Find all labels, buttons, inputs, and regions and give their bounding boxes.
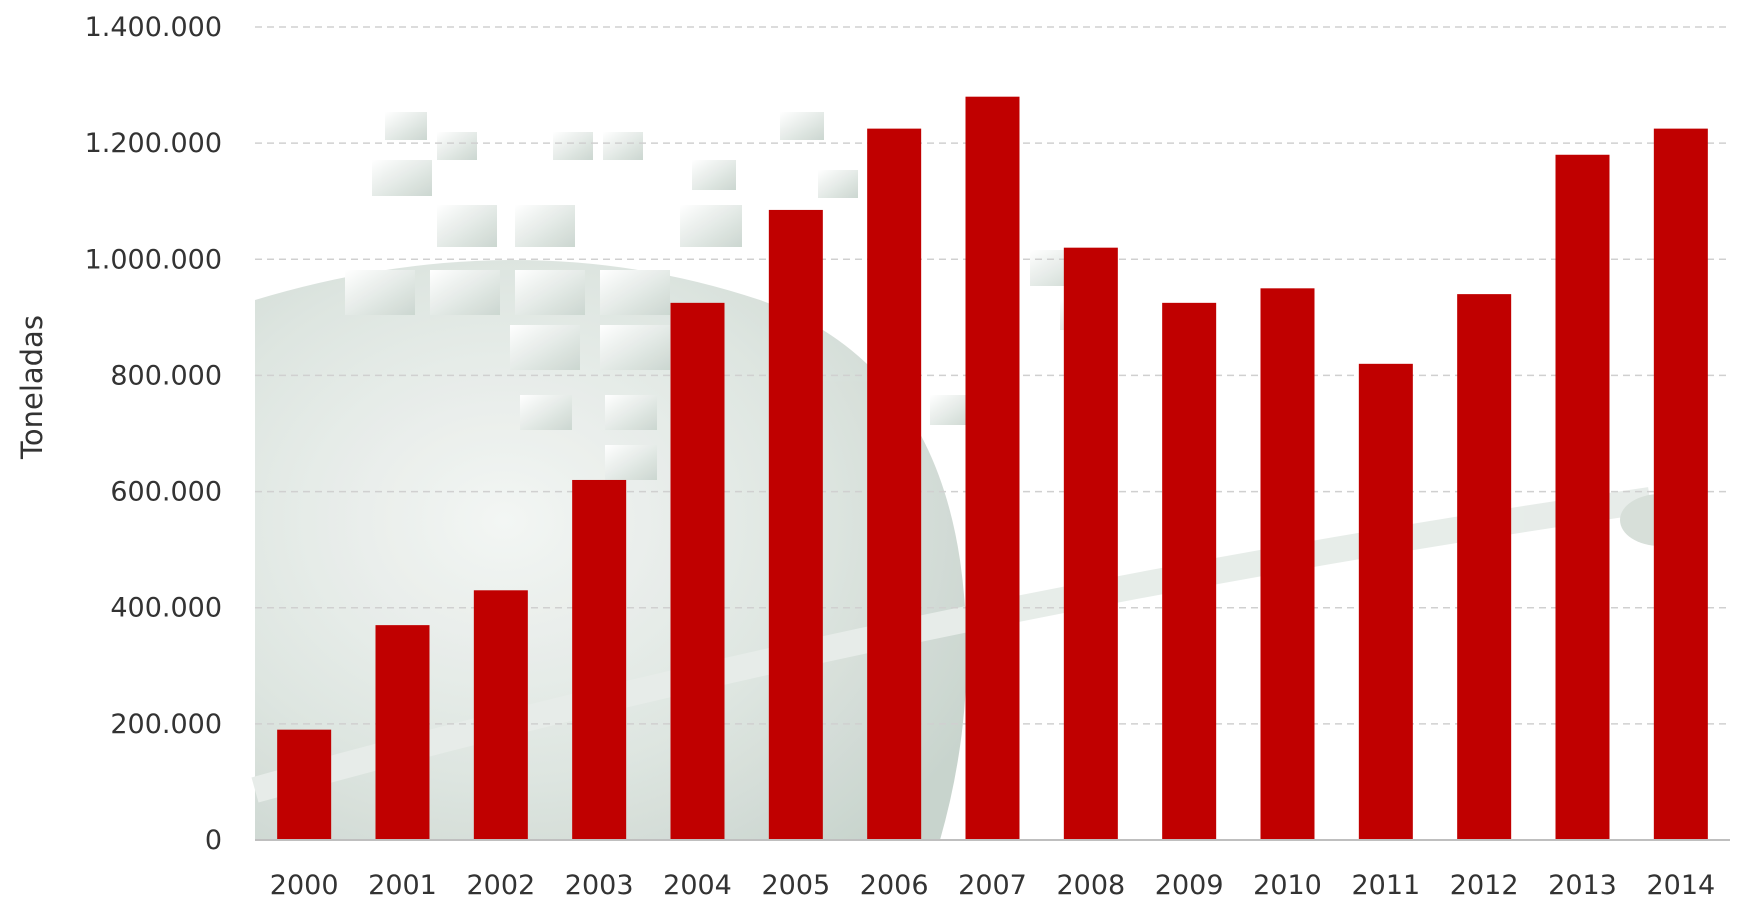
x-tick-label: 2004 — [663, 870, 732, 901]
y-tick-label: 400.000 — [110, 593, 222, 624]
y-tick-label: 600.000 — [110, 477, 222, 508]
y-tick-label: 1.200.000 — [85, 128, 222, 159]
y-axis-ticks: 0 200.000 400.000 600.000 800.000 1.000.000 1.… — [85, 12, 222, 856]
x-tick-label: 2003 — [565, 870, 634, 901]
bar-2012 — [1457, 294, 1512, 841]
bar-2011 — [1358, 363, 1413, 840]
x-tick-label: 2014 — [1646, 870, 1715, 901]
bar-2008 — [1063, 247, 1118, 840]
bar-2001 — [375, 625, 430, 840]
x-tick-label: 2013 — [1548, 870, 1617, 901]
bar-2010 — [1260, 288, 1315, 841]
bar-2005 — [768, 209, 823, 841]
y-tick-label: 800.000 — [110, 360, 222, 391]
x-tick-label: 2006 — [860, 870, 929, 901]
x-tick-label: 2007 — [958, 870, 1027, 901]
bar-2009 — [1162, 302, 1217, 840]
bar-2004 — [670, 302, 725, 840]
bar-2014 — [1653, 128, 1708, 840]
x-tick-label: 2009 — [1155, 870, 1224, 901]
bar-2007 — [965, 96, 1020, 840]
bar-2002 — [473, 590, 528, 840]
x-tick-label: 2010 — [1253, 870, 1322, 901]
x-tick-label: 2012 — [1450, 870, 1519, 901]
y-axis-label: Toneladas — [15, 315, 49, 460]
x-axis-ticks: 2000 2001 2002 2003 2004 2005 2006 2007 2008 2009… — [270, 870, 1715, 901]
x-tick-label: 2011 — [1351, 870, 1420, 901]
y-tick-label: 0 — [205, 825, 222, 856]
x-tick-label: 2005 — [761, 870, 830, 901]
x-tick-label: 2008 — [1056, 870, 1125, 901]
y-tick-label: 1.000.000 — [85, 244, 222, 275]
bars — [277, 96, 1708, 841]
y-tick-label: 200.000 — [110, 709, 222, 740]
bar-2000 — [277, 729, 332, 840]
bar-2006 — [867, 128, 922, 840]
x-tick-label: 2002 — [466, 870, 535, 901]
bar-2003 — [572, 479, 627, 840]
y-tick-label: 1.400.000 — [85, 12, 222, 43]
bar-2013 — [1555, 154, 1610, 840]
x-tick-label: 2001 — [368, 870, 437, 901]
x-tick-label: 2000 — [270, 870, 339, 901]
